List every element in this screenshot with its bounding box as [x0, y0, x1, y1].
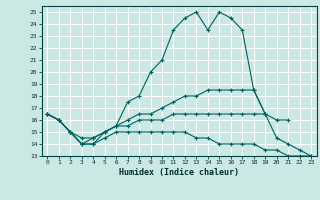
X-axis label: Humidex (Indice chaleur): Humidex (Indice chaleur) [119, 168, 239, 177]
